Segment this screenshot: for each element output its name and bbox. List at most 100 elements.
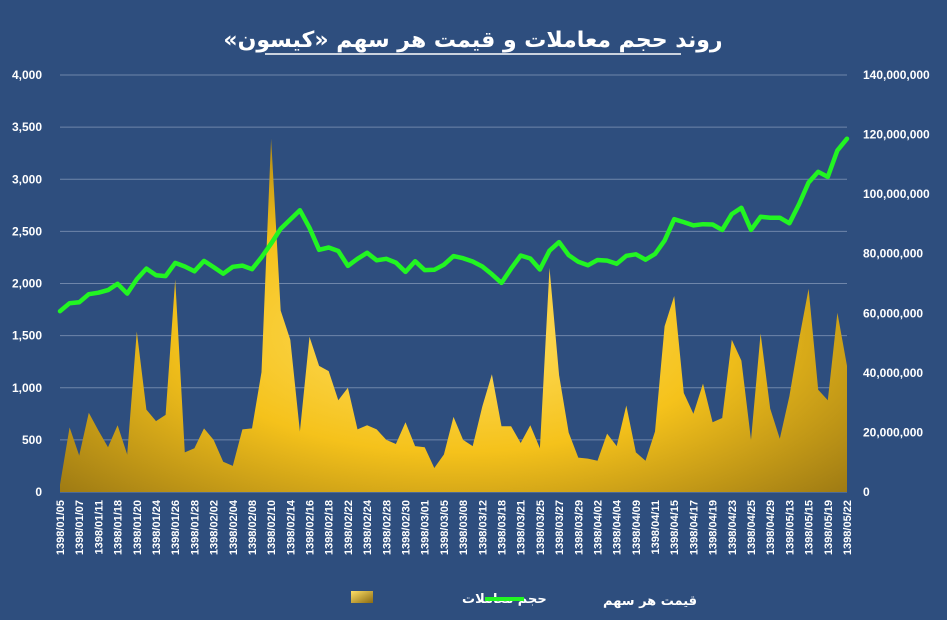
volume-point: [213, 439, 215, 441]
price-point: [338, 250, 340, 252]
price-point: [222, 273, 224, 275]
volume-point: [222, 461, 224, 463]
x-tick-label: 1398/01/26: [170, 500, 182, 555]
price-point: [645, 259, 647, 261]
volume-point: [501, 426, 503, 428]
price-line: [57, 136, 850, 314]
volume-point: [616, 445, 618, 447]
price-point: [712, 224, 714, 226]
price-point: [165, 275, 167, 277]
volume-point: [146, 409, 148, 411]
price-point: [539, 269, 541, 271]
volume-point: [837, 312, 839, 314]
price-point: [654, 253, 656, 255]
price-point: [318, 249, 320, 251]
volume-point: [693, 413, 695, 415]
x-tick-label: 1398/02/30: [401, 500, 413, 555]
chart-title: روند حجم معاملات و قیمت هر سهم «کیسون»: [223, 28, 722, 53]
left-y-tick-label: 3,500: [12, 120, 42, 134]
price-point: [405, 271, 407, 273]
x-tick-label: 1398/04/25: [746, 500, 758, 555]
price-point: [683, 221, 685, 223]
right-y-tick-label: 0: [863, 485, 870, 499]
volume-point: [664, 325, 666, 327]
volume-point: [376, 429, 378, 431]
x-tick-label: 1398/04/11: [650, 500, 662, 554]
volume-point: [472, 445, 474, 447]
price-point: [520, 255, 522, 257]
price-point: [194, 271, 196, 273]
volume-point: [827, 400, 829, 402]
volume-point: [338, 400, 340, 402]
price-point: [414, 260, 416, 262]
volume-point: [174, 279, 176, 281]
left-y-tick-label: 500: [22, 433, 42, 447]
volume-point: [750, 439, 752, 441]
volume-point: [453, 416, 455, 418]
volume-point: [482, 406, 484, 408]
price-point: [817, 171, 819, 173]
x-tick-label: 1398/04/19: [708, 500, 720, 555]
right-y-tick-label: 120,000,000: [863, 128, 930, 142]
price-point: [549, 250, 551, 252]
price-point: [491, 274, 493, 276]
price-point: [155, 274, 157, 276]
volume-point: [414, 445, 416, 447]
left-y-tick-label: 0: [35, 485, 42, 499]
volume-point: [117, 425, 119, 427]
price-point: [626, 255, 628, 257]
price-point: [760, 216, 762, 218]
price-point: [328, 247, 330, 249]
volume-point: [357, 429, 359, 431]
x-tick-label: 1398/02/04: [228, 499, 240, 555]
volume-point: [769, 408, 771, 410]
price-point: [808, 182, 810, 184]
price-point: [376, 260, 378, 262]
volume-point: [155, 420, 157, 422]
volume-point: [98, 430, 100, 432]
price-point: [558, 241, 560, 243]
price-point: [443, 264, 445, 266]
x-tick-label: 1398/03/27: [554, 500, 566, 555]
price-point: [88, 293, 90, 295]
legend-label-price: قیمت هر سهم: [603, 594, 697, 609]
x-tick-label: 1398/04/04: [612, 499, 624, 555]
x-tick-label: 1398/02/16: [305, 500, 317, 555]
volume-point: [280, 310, 282, 312]
volume-point: [721, 417, 723, 419]
price-point: [280, 228, 282, 230]
volume-point: [520, 442, 522, 444]
volume-point: [491, 373, 493, 375]
price-point: [309, 227, 311, 229]
price-point: [146, 268, 148, 270]
price-point: [251, 268, 253, 270]
left-y-tick-label: 4,000: [12, 68, 42, 82]
volume-point: [88, 412, 90, 414]
x-tick-label: 1398/02/24: [362, 499, 374, 555]
volume-point: [741, 360, 743, 362]
price-point: [587, 265, 589, 267]
x-tick-label: 1398/02/28: [381, 500, 393, 555]
x-tick-label: 1398/04/29: [765, 500, 777, 555]
x-tick-label: 1398/01/28: [189, 500, 201, 555]
volume-point: [251, 428, 253, 430]
volume-point: [136, 331, 138, 333]
price-point: [136, 279, 138, 281]
volume-point: [126, 454, 128, 456]
volume-point: [386, 439, 388, 441]
x-tick-label: 1398/02/02: [209, 500, 221, 555]
volume-point: [808, 288, 810, 290]
x-tick-label: 1398/04/23: [727, 500, 739, 555]
legend: حجم معاملات قیمت هر سهم: [351, 591, 697, 609]
price-point: [174, 262, 176, 264]
left-y-tick-label: 2,500: [12, 224, 42, 238]
x-tick-label: 1398/03/01: [420, 500, 432, 555]
x-tick-label: 1398/02/10: [266, 500, 278, 555]
x-tick-label: 1398/05/19: [823, 500, 835, 555]
price-point: [434, 269, 436, 271]
x-tick-label: 1398/05/22: [842, 500, 854, 555]
x-tick-label: 1398/03/05: [439, 500, 451, 555]
volume-point: [59, 484, 61, 486]
left-y-tick-label: 3,000: [12, 172, 42, 186]
price-point: [827, 176, 829, 178]
